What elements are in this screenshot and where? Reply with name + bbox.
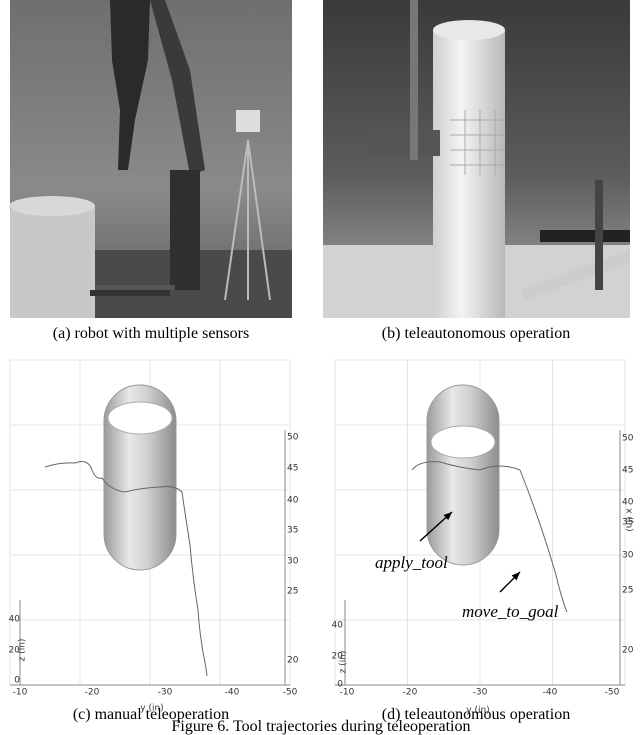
y-tick-label: -30 — [473, 688, 488, 698]
y-tick-label: -40 — [225, 688, 240, 698]
z-tick-label: 45 — [622, 466, 633, 476]
z-tick-label: 40 — [332, 621, 344, 631]
y-tick-label: -50 — [283, 688, 298, 698]
z-tick-label: 0 — [337, 680, 343, 690]
y-tick-label: -50 — [605, 688, 620, 698]
z-tick-label: 40 — [287, 496, 299, 506]
z-tick-label: 0 — [14, 676, 20, 686]
cylinder-hole — [430, 425, 496, 459]
y-axis-label: y (in) — [466, 706, 489, 716]
z-tick-label: 30 — [287, 557, 299, 567]
panel-caption: (b) teleautonomous operation — [382, 325, 570, 342]
cylinder — [426, 384, 500, 566]
trajectory — [411, 461, 568, 613]
z-tick-label: 20 — [287, 656, 299, 666]
arrow-head — [443, 512, 452, 521]
y-tick-label: -10 — [13, 688, 28, 698]
z-tick-label: 50 — [287, 433, 299, 443]
photo-a — [9, 0, 292, 318]
arrow-head — [511, 572, 520, 581]
z-tick-label: 40 — [9, 615, 21, 625]
z-tick-label: 20 — [332, 652, 344, 662]
trajectory — [44, 461, 208, 677]
z-tick-label: 30 — [622, 551, 634, 561]
z-tick-label: 20 — [9, 646, 21, 656]
z-tick-label: 25 — [622, 586, 633, 596]
cylinder-hole — [107, 401, 173, 435]
panel-caption: (c) manual teleoperation — [73, 706, 229, 723]
z-tick-label: 35 — [622, 518, 633, 528]
z-tick-label: 40 — [622, 498, 634, 508]
y-tick-label: -20 — [403, 688, 418, 698]
annotation: move_to_goal — [462, 602, 559, 621]
y-tick-label: -40 — [543, 688, 558, 698]
panel-caption: (d) teleautonomous operation — [382, 706, 570, 723]
z-tick-label: 25 — [287, 587, 298, 597]
z-tick-label: 45 — [287, 464, 298, 474]
z-tick-label: 20 — [622, 646, 634, 656]
z-axis-label: z (in) — [339, 651, 349, 674]
figure-caption: Figure 6. Tool trajectories during teleo… — [172, 718, 471, 735]
y-axis-label: y (in) — [140, 704, 163, 714]
x-axis-label: x (in) — [624, 508, 634, 531]
panel-caption: (a) robot with multiple sensors — [53, 325, 249, 342]
annotation: apply_tool — [375, 553, 448, 572]
y-tick-label: -20 — [85, 688, 100, 698]
plot-1: 50 45 40 35 30 25 20 40 20 0-10 -20 -30 -40 -50 y (in)… — [332, 359, 634, 723]
photo-b — [323, 0, 630, 318]
plot-0: 50 45 40 35 30 25 20 40 20 0 -10 -20 -30 -40 -50 y (in)… — [9, 359, 299, 723]
z-tick-label: 35 — [287, 526, 298, 536]
z-axis-label: z (in) — [18, 639, 28, 662]
z-tick-label: 50 — [622, 434, 634, 444]
y-tick-label: -30 — [158, 688, 173, 698]
y-tick-label: -10 — [340, 688, 355, 698]
